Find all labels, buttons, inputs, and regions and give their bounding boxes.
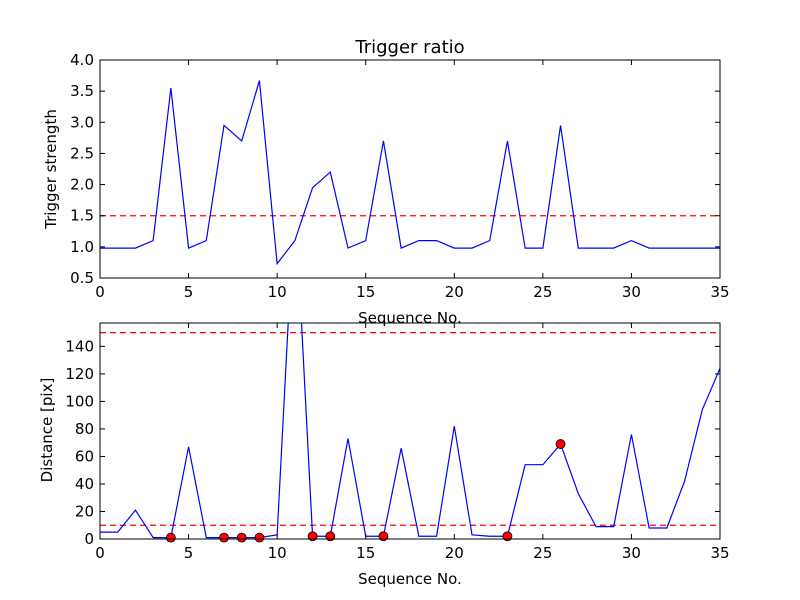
y-tick-label: 4.0 <box>70 51 94 69</box>
plot-area <box>100 80 720 266</box>
data-point-marker <box>325 531 336 542</box>
y-tick-label: 3.5 <box>70 82 94 100</box>
y-tick-label: 3.0 <box>70 113 94 131</box>
x-tick-label: 0 <box>95 283 105 301</box>
y-tick-label: 0 <box>84 530 94 548</box>
data-point-marker <box>165 532 176 543</box>
x-axis-label: Sequence No. <box>358 309 462 327</box>
series-line <box>100 323 720 539</box>
y-tick-label: 1.0 <box>70 238 94 256</box>
x-tick-label: 35 <box>710 544 729 562</box>
data-point-marker <box>555 439 566 449</box>
x-tick-label: 0 <box>95 544 105 562</box>
chart-title: Trigger ratio <box>354 37 464 58</box>
x-tick-label: 25 <box>533 283 552 301</box>
y-tick-label: 60 <box>75 447 94 465</box>
x-tick-label: 30 <box>622 283 641 301</box>
y-tick-label: 100 <box>65 392 94 410</box>
y-tick-label: 40 <box>75 475 94 493</box>
x-tick-label: 10 <box>268 283 287 301</box>
axes-frame <box>99 59 721 279</box>
series-line <box>100 80 720 266</box>
data-point-marker <box>378 531 389 542</box>
y-tick-label: 2.0 <box>70 176 94 194</box>
y-axis-label: Trigger strength <box>42 109 60 230</box>
data-point-marker <box>219 532 229 543</box>
y-tick-label: 140 <box>65 337 94 355</box>
x-tick-label: 15 <box>356 283 375 301</box>
y-tick-label: 2.5 <box>70 144 94 162</box>
y-tick-label: 120 <box>65 365 94 383</box>
x-tick-label: 5 <box>184 283 194 301</box>
data-point-marker <box>502 531 513 542</box>
x-tick-label: 15 <box>356 544 375 562</box>
data-point-marker <box>236 532 247 543</box>
y-axis-label: Distance [pix] <box>38 378 56 483</box>
x-tick-label: 5 <box>184 544 194 562</box>
plot-area <box>100 323 720 539</box>
y-tick-label: 1.5 <box>70 207 94 225</box>
x-tick-label: 25 <box>533 544 552 562</box>
distance-chart: Distance [pix] Sequence No. 0 5 10 15 20 25 30… <box>38 322 730 588</box>
axes-frame <box>99 322 721 540</box>
x-tick-label: 35 <box>710 283 729 301</box>
x-axis-label: Sequence No. <box>358 570 462 588</box>
y-tick-label: 20 <box>75 502 94 520</box>
data-point-marker <box>307 531 318 542</box>
x-tick-label: 20 <box>445 283 464 301</box>
x-tick-label: 20 <box>445 544 464 562</box>
y-tick-label: 80 <box>75 420 94 438</box>
x-tick-label: 10 <box>268 544 287 562</box>
x-tick-label: 30 <box>622 544 641 562</box>
y-tick-label: 0.5 <box>70 269 94 287</box>
data-point-marker <box>254 532 265 543</box>
